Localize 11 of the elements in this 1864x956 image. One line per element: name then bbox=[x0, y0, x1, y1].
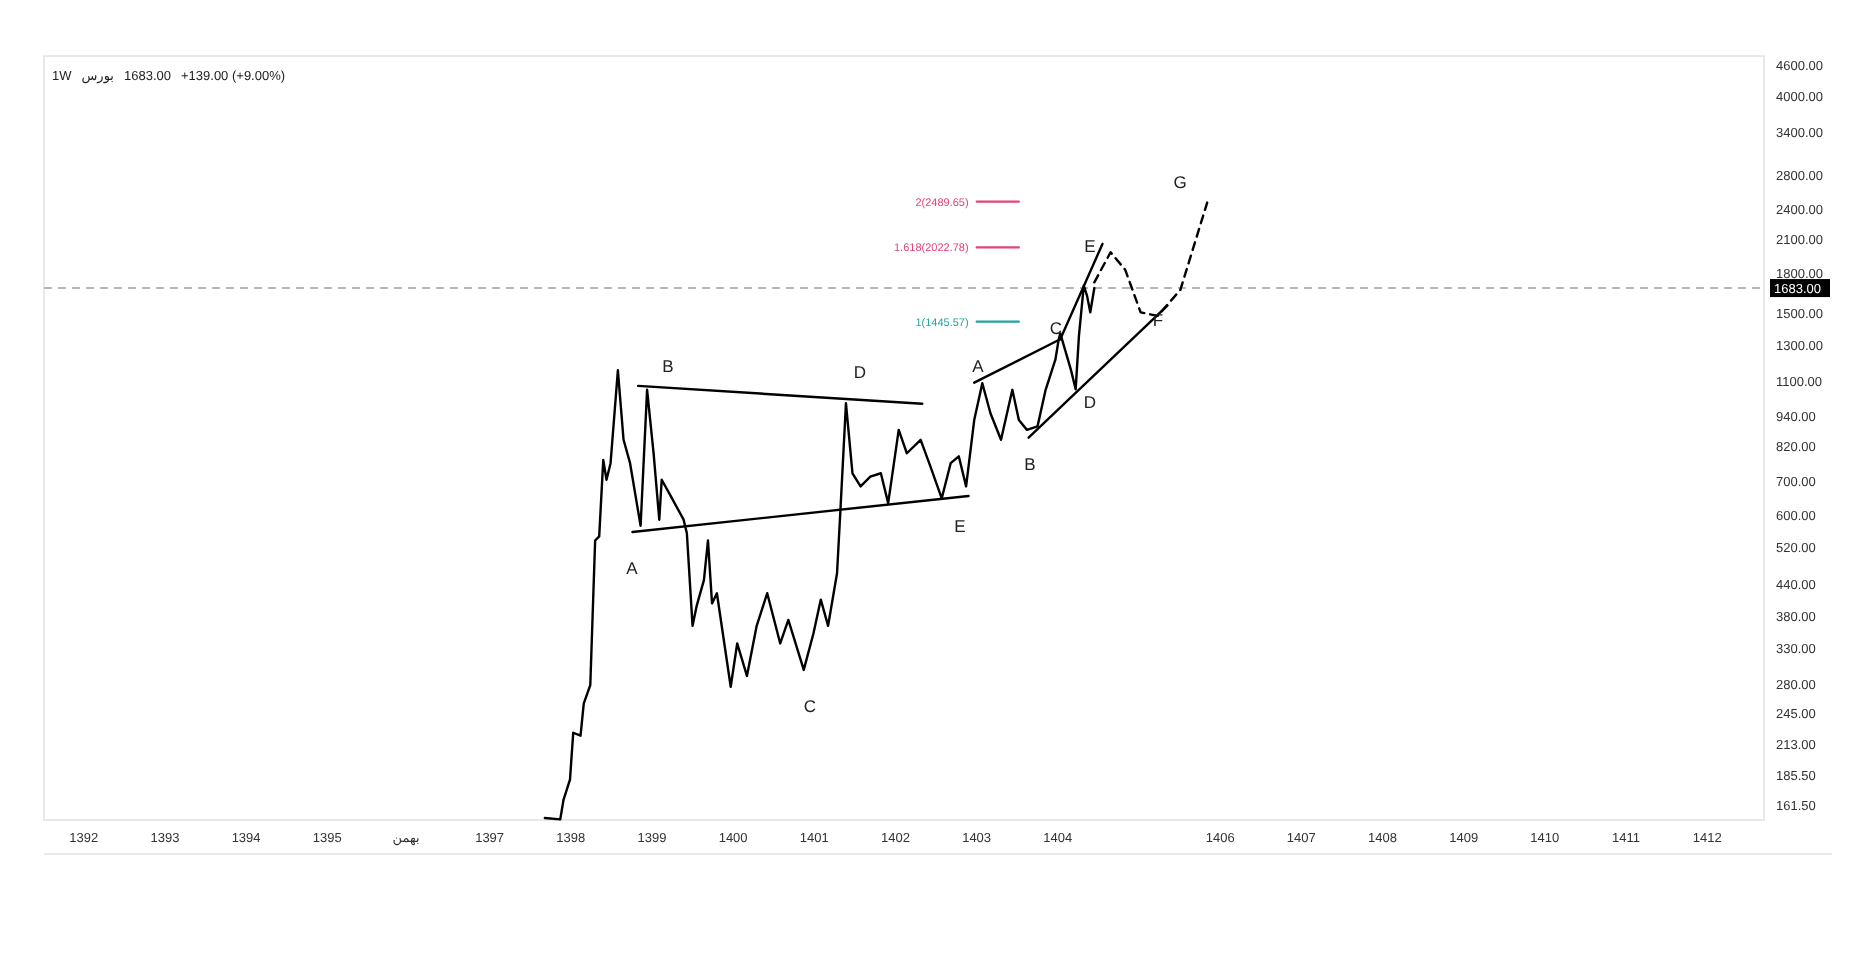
annotation: D bbox=[1083, 392, 1097, 412]
annotation: A bbox=[972, 356, 985, 376]
annotation: A bbox=[626, 558, 639, 578]
annotation: B bbox=[1024, 454, 1037, 474]
annotation: C bbox=[1049, 318, 1063, 338]
annotation: G bbox=[1173, 172, 1187, 192]
annotation: B bbox=[662, 356, 675, 376]
annotation: E bbox=[954, 516, 967, 536]
annotation: D bbox=[853, 362, 867, 382]
annotation: C bbox=[803, 696, 817, 716]
annotation: E bbox=[1084, 236, 1097, 256]
